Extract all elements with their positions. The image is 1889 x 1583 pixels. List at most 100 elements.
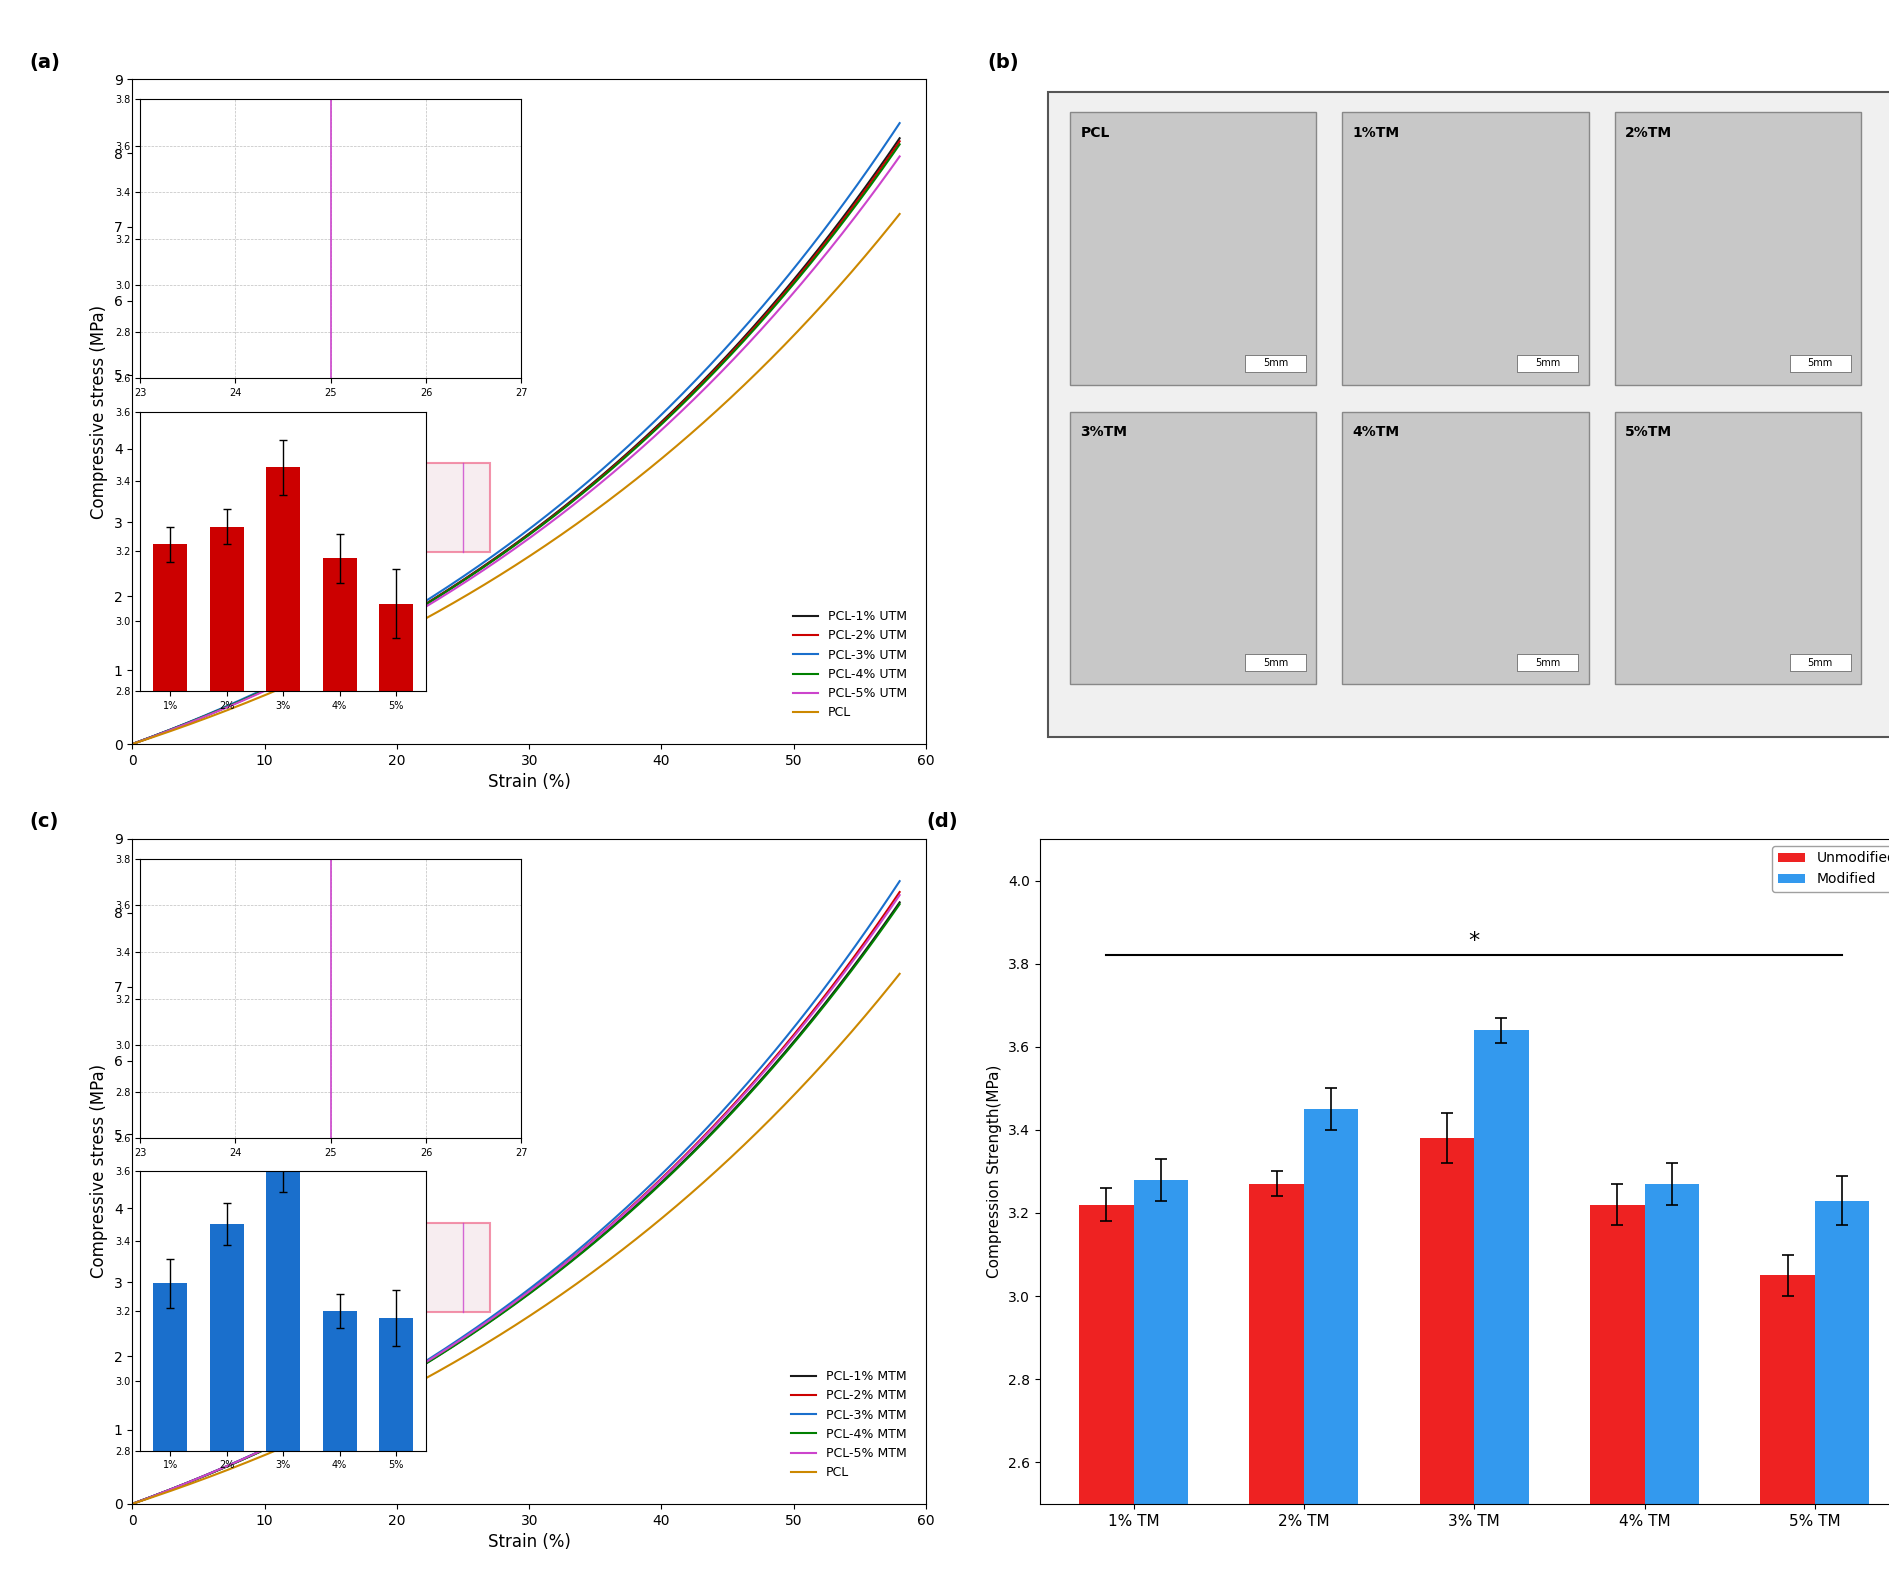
Line: PCL-3% MTM: PCL-3% MTM	[132, 882, 899, 1504]
PCL	[678, 1184, 701, 1203]
PCL-1% UTM	[603, 454, 625, 473]
Line: PCL-5% MTM: PCL-5% MTM	[132, 894, 899, 1504]
PCL-1% MTM	[888, 893, 910, 912]
Line: PCL: PCL	[132, 974, 899, 1504]
Line: PCL-5% UTM: PCL-5% UTM	[132, 157, 899, 744]
PCL-4% UTM	[213, 698, 236, 717]
Line: PCL-2% UTM: PCL-2% UTM	[132, 141, 899, 744]
PCL-2% UTM	[425, 589, 448, 608]
PCL-5% UTM	[121, 735, 144, 754]
PCL-2% MTM	[674, 1145, 697, 1164]
PCL	[674, 1189, 697, 1208]
PCL-3% UTM	[888, 114, 910, 133]
PCL-2% MTM	[603, 1211, 625, 1230]
PCL-4% UTM	[674, 391, 697, 410]
Text: 5%TM: 5%TM	[1625, 424, 1672, 438]
PCL-3% UTM	[674, 380, 697, 399]
PCL-2% MTM	[213, 1458, 236, 1477]
PCL	[888, 204, 910, 223]
PCL-5% MTM	[213, 1458, 236, 1477]
PCL-2% MTM	[425, 1346, 448, 1365]
PCL-1% UTM	[121, 735, 144, 754]
Bar	[1589, 1205, 1643, 1583]
Text: 5mm: 5mm	[1534, 358, 1560, 369]
PCL-4% MTM	[888, 894, 910, 913]
PCL	[425, 603, 448, 622]
PCL	[121, 1494, 144, 1513]
Bar	[1789, 654, 1849, 671]
Legend: Unmodified, Modified: Unmodified, Modified	[1772, 845, 1889, 891]
PCL	[888, 964, 910, 983]
PCL-4% UTM	[425, 589, 448, 608]
Line: PCL-3% UTM: PCL-3% UTM	[132, 123, 899, 744]
PCL	[674, 429, 697, 448]
Legend: PCL-1% UTM, PCL-2% UTM, PCL-3% UTM, PCL-4% UTM, PCL-5% UTM, PCL: PCL-1% UTM, PCL-2% UTM, PCL-3% UTM, PCL-…	[788, 605, 910, 725]
Bar	[423, 1224, 489, 1312]
PCL-4% MTM	[213, 1458, 236, 1477]
PCL-2% UTM	[674, 389, 697, 408]
Bar	[1303, 1110, 1358, 1583]
Bar	[1517, 654, 1577, 671]
PCL-4% MTM	[603, 1216, 625, 1235]
Bar	[1613, 112, 1861, 385]
Text: (a): (a)	[28, 52, 60, 71]
PCL	[213, 701, 236, 720]
PCL	[678, 424, 701, 443]
PCL	[603, 486, 625, 505]
Text: *: *	[1468, 931, 1479, 951]
PCL-5% UTM	[603, 462, 625, 481]
PCL	[213, 1461, 236, 1480]
PCL	[121, 735, 144, 754]
PCL-1% MTM	[370, 1379, 393, 1398]
Bar	[1419, 1138, 1473, 1583]
Line: PCL-1% MTM: PCL-1% MTM	[132, 902, 899, 1504]
Bar	[1613, 412, 1861, 684]
PCL-4% MTM	[121, 1494, 144, 1513]
PCL-3% MTM	[603, 1208, 625, 1227]
PCL-5% MTM	[678, 1141, 701, 1160]
PCL-4% MTM	[678, 1146, 701, 1165]
PCL-5% MTM	[674, 1146, 697, 1165]
Text: 5mm: 5mm	[1262, 358, 1286, 369]
Bar	[423, 464, 489, 552]
PCL-1% UTM	[888, 128, 910, 147]
PCL-3% UTM	[121, 735, 144, 754]
Text: PCL: PCL	[1081, 125, 1109, 139]
PCL-2% MTM	[678, 1141, 701, 1160]
PCL-3% UTM	[370, 617, 393, 636]
PCL-5% MTM	[370, 1379, 393, 1398]
PCL	[425, 1363, 448, 1382]
PCL-2% UTM	[603, 456, 625, 475]
PCL-4% MTM	[674, 1151, 697, 1170]
PCL-3% UTM	[213, 698, 236, 717]
Text: 5mm: 5mm	[1262, 657, 1286, 668]
PCL-3% MTM	[121, 1494, 144, 1513]
PCL-3% MTM	[888, 872, 910, 891]
Text: 5mm: 5mm	[1806, 358, 1832, 369]
PCL-2% MTM	[121, 1494, 144, 1513]
Legend: PCL-1% MTM, PCL-2% MTM, PCL-3% MTM, PCL-4% MTM, PCL-5% MTM, PCL: PCL-1% MTM, PCL-2% MTM, PCL-3% MTM, PCL-…	[786, 1365, 910, 1485]
PCL-2% UTM	[213, 698, 236, 717]
PCL-3% UTM	[603, 448, 625, 467]
PCL-5% UTM	[213, 698, 236, 717]
PCL-3% MTM	[370, 1377, 393, 1396]
PCL	[370, 632, 393, 651]
Bar	[1069, 412, 1315, 684]
PCL-5% MTM	[603, 1213, 625, 1232]
Bar	[1341, 112, 1589, 385]
Text: 5mm: 5mm	[1806, 657, 1832, 668]
PCL-5% UTM	[370, 622, 393, 641]
Text: (b): (b)	[986, 52, 1018, 71]
PCL-2% UTM	[121, 735, 144, 754]
PCL-1% UTM	[425, 587, 448, 606]
Line: PCL-4% MTM: PCL-4% MTM	[132, 904, 899, 1504]
PCL-3% MTM	[678, 1137, 701, 1156]
PCL-3% UTM	[678, 377, 701, 396]
PCL-4% UTM	[603, 456, 625, 475]
PCL-1% MTM	[674, 1149, 697, 1168]
Text: 1%TM: 1%TM	[1353, 125, 1400, 139]
PCL-2% MTM	[370, 1379, 393, 1398]
PCL-1% MTM	[678, 1145, 701, 1164]
Bar	[1759, 1276, 1813, 1583]
PCL-1% MTM	[425, 1347, 448, 1366]
